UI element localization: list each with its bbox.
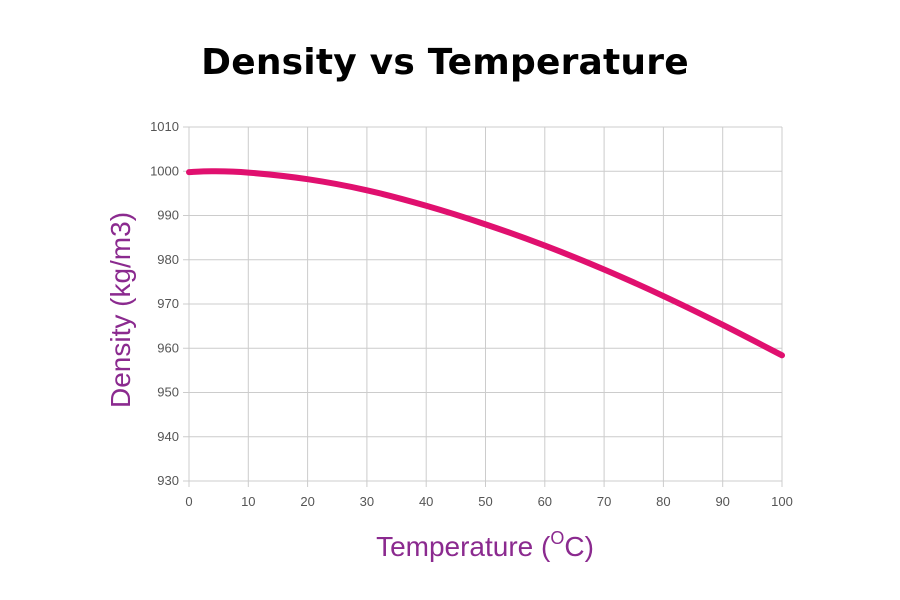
- x-tick-label: 20: [300, 494, 314, 509]
- x-tick-label: 50: [478, 494, 492, 509]
- x-tick-label: 0: [185, 494, 192, 509]
- y-tick-label: 970: [157, 296, 179, 311]
- y-tick-label: 980: [157, 252, 179, 267]
- x-tick-label: 30: [360, 494, 374, 509]
- x-tick-label: 80: [656, 494, 670, 509]
- y-tick-label: 960: [157, 340, 179, 355]
- y-tick-label: 990: [157, 208, 179, 223]
- x-tick-label: 10: [241, 494, 255, 509]
- x-tick-label: 40: [419, 494, 433, 509]
- y-tick-label: 1000: [150, 163, 179, 178]
- data-point: [212, 170, 214, 172]
- x-axis-title-suffix: C): [564, 531, 594, 562]
- data-point: [662, 295, 664, 297]
- x-tick-label: 90: [715, 494, 729, 509]
- data-point: [544, 245, 546, 247]
- y-tick-label: 940: [157, 429, 179, 444]
- x-axis-title-superscript: O: [550, 528, 564, 548]
- y-tick-label: 950: [157, 385, 179, 400]
- data-point: [247, 172, 249, 174]
- x-axis-title: Temperature (OC): [376, 528, 594, 562]
- data-point: [485, 223, 486, 225]
- data-point: [188, 171, 190, 173]
- y-axis-ticks: 930 940 950 960 970 980 990 1000 1010: [150, 119, 179, 488]
- x-tick-label: 60: [538, 494, 552, 509]
- x-tick-label: 100: [771, 494, 793, 509]
- data-point: [366, 189, 368, 191]
- x-axis-ticks: 0 10 20 30 40 50 60 70 80 90 100: [185, 494, 792, 509]
- data-point: [603, 268, 605, 270]
- y-tick-label: 930: [157, 473, 179, 488]
- data-point: [781, 354, 783, 356]
- density-series-line: [186, 168, 785, 359]
- x-axis-title-main: Temperature (: [376, 531, 551, 562]
- y-axis-title: Density (kg/m3): [105, 212, 136, 408]
- series-group: [186, 168, 785, 359]
- data-point: [307, 178, 309, 180]
- grid: [183, 126, 783, 487]
- chart-title: Density vs Temperature: [201, 42, 689, 83]
- y-tick-label: 1010: [150, 119, 179, 134]
- data-point: [722, 324, 724, 326]
- data-point: [425, 205, 427, 207]
- x-tick-label: 70: [597, 494, 611, 509]
